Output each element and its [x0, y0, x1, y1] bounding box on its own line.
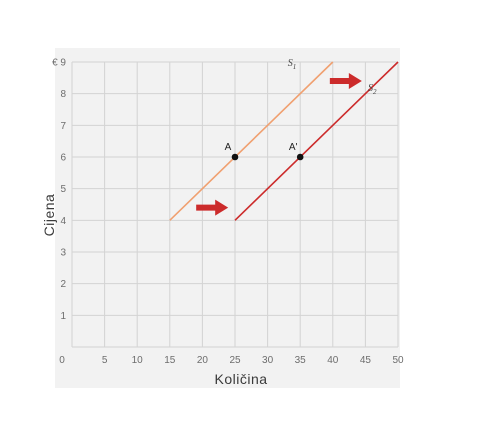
point-label-a: A — [225, 142, 232, 153]
supply-line-s2 — [234, 61, 399, 221]
x-tick-label-30: 30 — [262, 355, 274, 366]
x-tick-label-35: 35 — [295, 355, 307, 366]
x-tick-label-20: 20 — [197, 355, 209, 366]
series-label-s2: S2 — [368, 83, 377, 96]
point-a-prime — [296, 153, 304, 161]
x-tick-labels: 0 5 10 15 20 25 30 35 40 45 50 — [59, 355, 404, 366]
shift-arrows — [196, 73, 362, 216]
supply-line-s1 — [169, 61, 334, 221]
y-tick-label-6: 6 — [60, 153, 66, 164]
y-tick-label-8: 8 — [60, 89, 66, 100]
x-tick-label-45: 45 — [360, 355, 372, 366]
x-tick-label-40: 40 — [327, 355, 339, 366]
x-tick-label-5: 5 — [102, 355, 108, 366]
data-points: A A' — [225, 142, 304, 161]
x-tick-label-25: 25 — [229, 355, 241, 366]
x-tick-label-50: 50 — [392, 355, 404, 366]
x-axis-title: Količina — [214, 371, 267, 387]
x-tick-label-10: 10 — [132, 355, 144, 366]
y-tick-label-4: 4 — [60, 216, 66, 227]
y-tick-label-2: 2 — [60, 279, 66, 290]
y-tick-labels: 1 2 3 4 5 6 7 8 € 9 — [52, 58, 66, 322]
chart-panel — [55, 48, 400, 388]
shift-arrow-1 — [196, 199, 229, 216]
y-tick-label-3: 3 — [60, 248, 66, 259]
series-lines: S1 S2 — [169, 58, 399, 221]
y-axis-title: Cijena — [41, 194, 57, 237]
x-tick-label-15: 15 — [164, 355, 176, 366]
shift-arrow-2 — [329, 73, 362, 89]
series-label-s1: S1 — [288, 58, 297, 71]
point-label-a-prime: A' — [289, 142, 298, 153]
point-a — [231, 153, 239, 161]
y-tick-label-9: € 9 — [52, 58, 66, 69]
x-tick-label-0: 0 — [59, 355, 65, 366]
y-tick-label-1: 1 — [60, 311, 66, 322]
y-tick-label-7: 7 — [60, 121, 66, 132]
y-tick-label-5: 5 — [60, 184, 66, 195]
